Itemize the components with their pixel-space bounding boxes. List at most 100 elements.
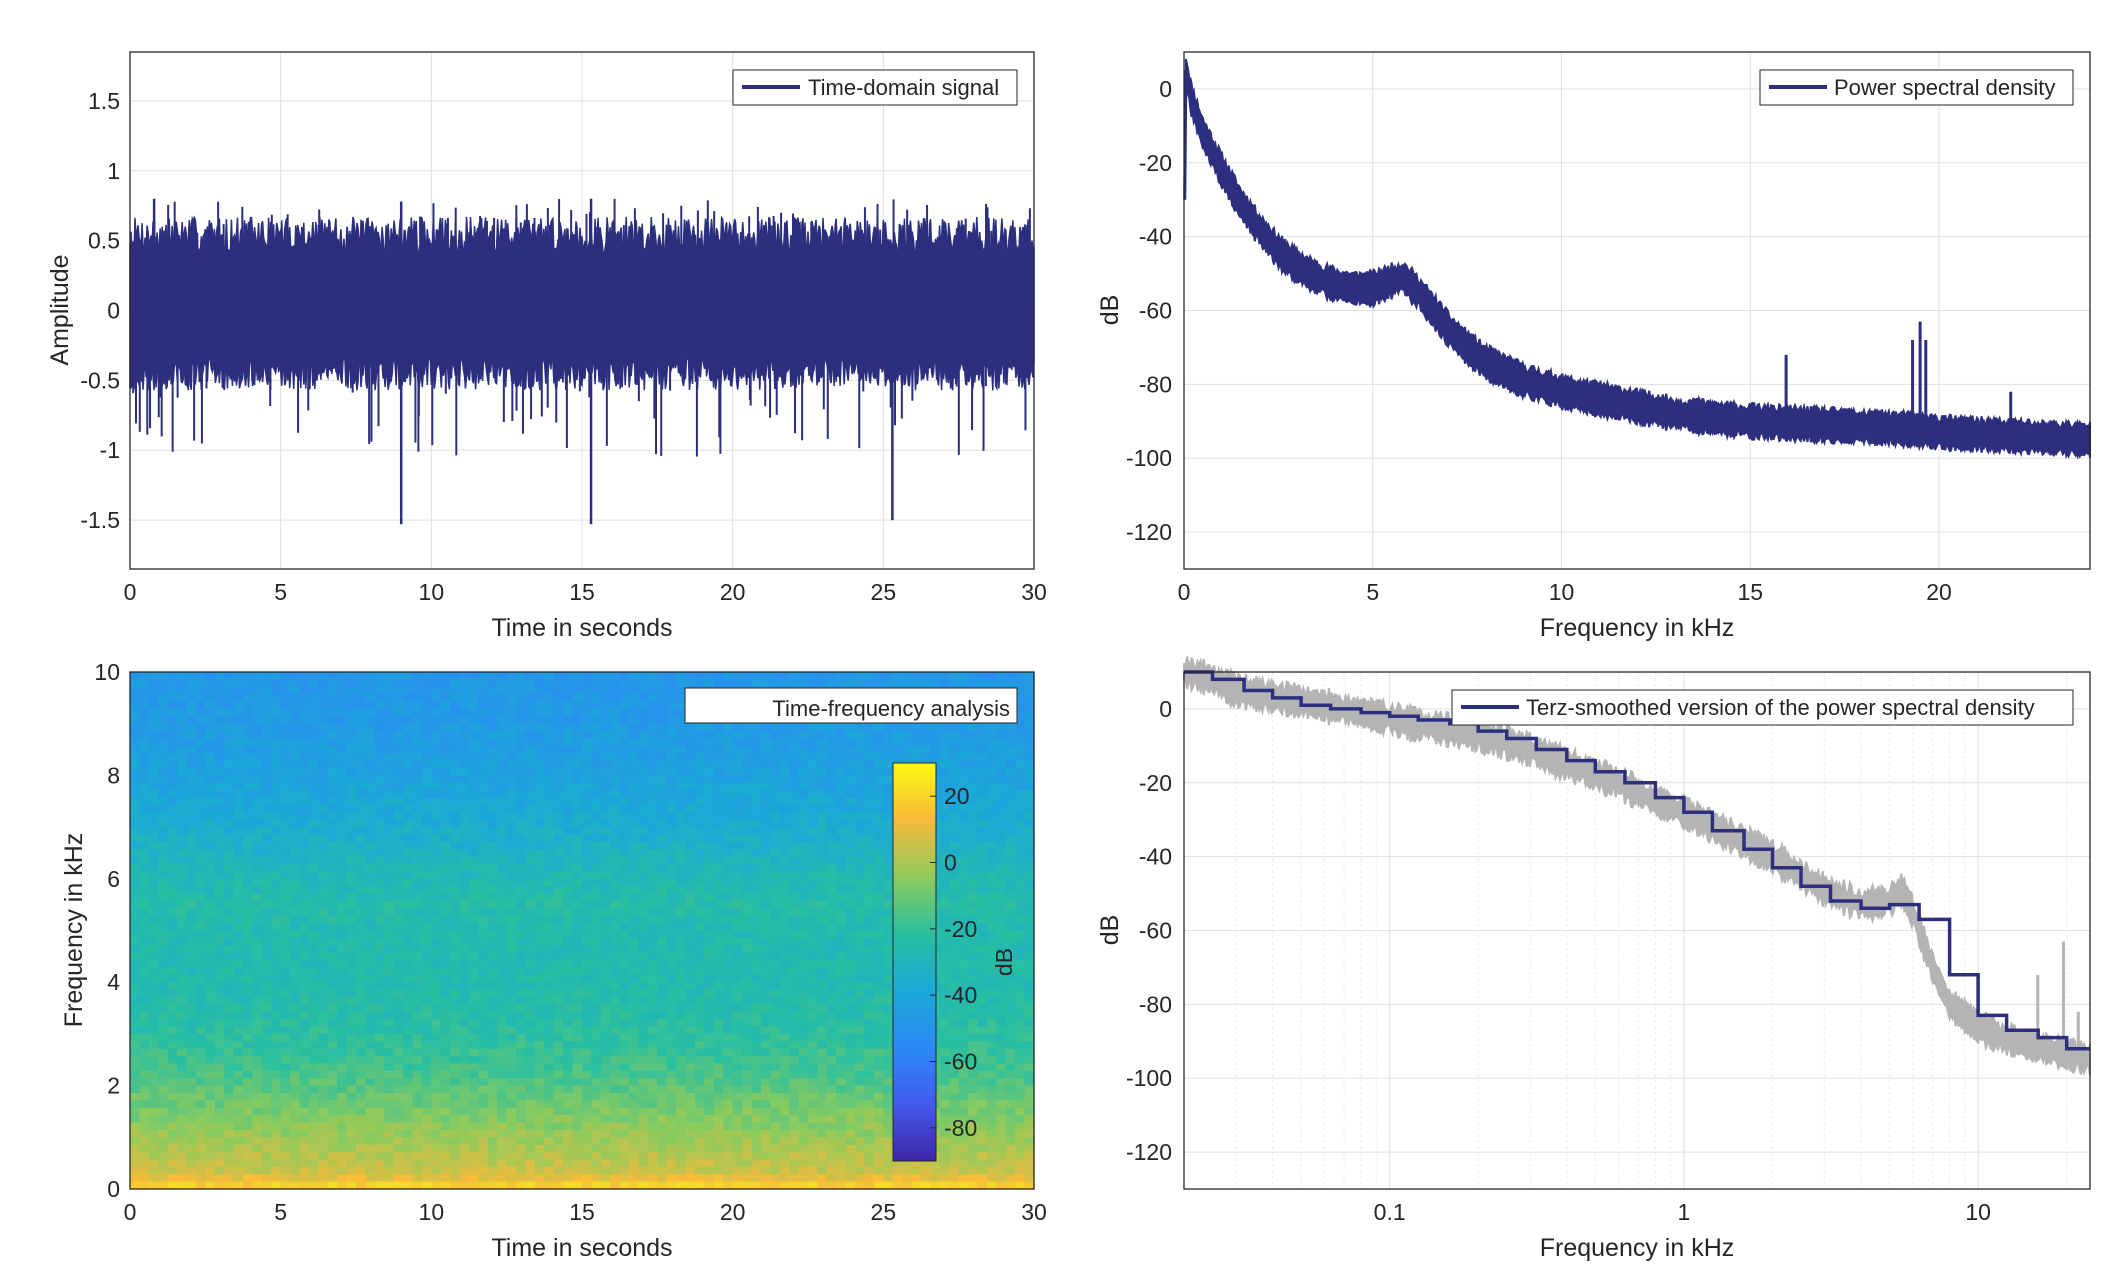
spectrogram-cell [506, 930, 517, 939]
spectrogram-cell [365, 1033, 376, 1042]
spectrogram-cell [619, 812, 630, 821]
spectrogram-cell [836, 960, 847, 969]
spectrogram-cell [506, 760, 517, 769]
spectrogram-cell [261, 923, 272, 932]
spectrogram-cell [808, 937, 819, 946]
spectrogram-cell [318, 952, 329, 961]
spectrogram-cell [817, 930, 828, 939]
spectrogram-cell [299, 694, 310, 703]
spectrogram-cell [657, 945, 668, 954]
spectrogram-cell [986, 834, 997, 843]
spectrogram-cell [374, 996, 385, 1005]
spectrogram-cell [280, 900, 291, 909]
spectrogram-cell [1015, 731, 1026, 740]
spectrogram-cell [195, 886, 206, 895]
spectrogram-cell [808, 738, 819, 747]
spectrogram-cell [657, 1033, 668, 1042]
spectrogram-cell [657, 672, 668, 680]
spectrogram-cell [873, 974, 884, 983]
spectrogram-cell [130, 701, 141, 710]
spectrogram-cell [582, 960, 593, 969]
spectrogram-cell [958, 930, 969, 939]
spectrogram-cell [968, 989, 979, 998]
spectrogram-cell [534, 1019, 545, 1028]
spectrogram-cell [544, 753, 555, 762]
spectrogram-cell [798, 723, 809, 732]
spectrogram-cell [346, 945, 357, 954]
spectrogram-cell [186, 723, 197, 732]
spectrogram-cell [469, 893, 480, 902]
spectrogram-cell [826, 672, 837, 680]
spectrogram-cell [459, 797, 470, 806]
spectrogram-cell [572, 738, 583, 747]
spectrogram-cell [657, 708, 668, 717]
spectrogram-cell [996, 989, 1007, 998]
spectrogram-cell [845, 930, 856, 939]
spectrogram-cell [713, 1011, 724, 1020]
spectrogram-cell [440, 790, 451, 799]
spectrogram-cell [365, 738, 376, 747]
spectrogram-cell [986, 841, 997, 850]
spectrogram-cell [657, 871, 668, 880]
spectrogram-cell [356, 967, 367, 976]
spectrogram-cell [732, 782, 743, 791]
spectrogram-cell [836, 864, 847, 873]
spectrogram-cell [845, 856, 856, 865]
spectrogram-cell [205, 797, 216, 806]
spectrogram-cell [666, 745, 677, 754]
spectrogram-cell [346, 731, 357, 740]
spectrogram-cell [478, 1004, 489, 1013]
spectrogram-cell [826, 782, 837, 791]
spectrogram-cell [657, 937, 668, 946]
spectrogram-cell [384, 1004, 395, 1013]
spectrogram-cell [1005, 930, 1016, 939]
spectrogram-cell [1024, 841, 1035, 850]
spectrogram-cell [760, 982, 771, 991]
spectrogram-cell [958, 738, 969, 747]
spectrogram-cell [158, 768, 169, 776]
spectrogram-cell [855, 819, 866, 828]
spectrogram-cell [742, 982, 753, 991]
spectrogram-cell [346, 686, 357, 695]
spectrogram-cell [610, 1033, 621, 1042]
spectrogram-cell [826, 952, 837, 961]
spectrogram-cell [770, 760, 781, 769]
spectrogram-cell [497, 782, 508, 791]
spectrogram-cell [553, 1004, 564, 1013]
spectrogram-cell [459, 723, 470, 732]
spectrogram-cell [666, 819, 677, 828]
spectrogram-cell [751, 878, 762, 887]
spectrogram-cell [450, 694, 461, 703]
spectrogram-cell [582, 915, 593, 924]
spectrogram-cell [459, 819, 470, 828]
spectrogram-cell [958, 1026, 969, 1035]
spectrogram-cell [337, 812, 348, 821]
spectrogram-cell [836, 982, 847, 991]
spectrogram-cell [459, 804, 470, 813]
spectrogram-cell [553, 960, 564, 969]
spectrogram-cell [600, 716, 611, 725]
spectrogram-cell [1015, 886, 1026, 895]
spectrogram-cell [440, 871, 451, 880]
spectrogram-cell [1024, 804, 1035, 813]
spectrogram-cell [346, 960, 357, 969]
spectrogram-cell [469, 819, 480, 828]
spectrogram-cell [629, 974, 640, 983]
spectrogram-cell [864, 760, 875, 769]
spectrogram-cell [327, 812, 338, 821]
spectrogram-cell [356, 886, 367, 895]
spectrogram-cell [864, 996, 875, 1005]
spectrogram-cell [751, 841, 762, 850]
spectrogram-cell [148, 893, 159, 902]
spectrogram-cell [704, 886, 715, 895]
spectrogram-cell [516, 937, 527, 946]
spectrogram-cell [487, 760, 498, 769]
spectrogram-cell [732, 886, 743, 895]
spectrogram-cell [346, 827, 357, 836]
spectrogram-cell [732, 679, 743, 688]
spectrogram-cell [318, 856, 329, 865]
spectrogram-cell [205, 1004, 216, 1013]
spectrogram-cell [233, 686, 244, 695]
spectrogram-cell [553, 900, 564, 909]
spectrogram-cell [139, 834, 150, 843]
